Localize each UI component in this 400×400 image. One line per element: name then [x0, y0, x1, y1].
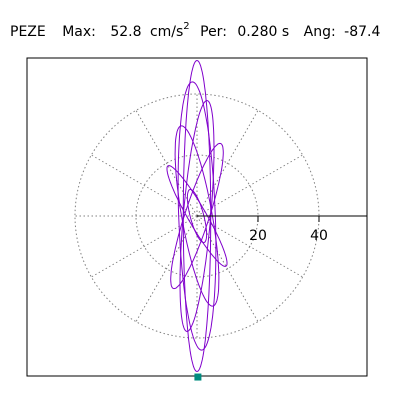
grid-spoke-300 — [196, 215, 259, 322]
grid-spoke-240 — [135, 215, 198, 322]
max-label: Max: — [62, 24, 96, 40]
particle-motion-trace — [166, 59, 228, 373]
period-value: 0.280 s — [237, 24, 290, 40]
angle-label: Ang: — [303, 24, 336, 40]
max-unit: cm/s2 — [150, 14, 190, 45]
max-unit-base: cm/s — [149, 24, 184, 40]
max-marker-layer — [194, 373, 202, 381]
max-amplitude-marker — [194, 373, 202, 381]
chart-header: PEZE Max: 52.8 cm/s2 Per: 0.280 s Ang: -… — [10, 14, 400, 40]
max-value: 52.8 — [110, 24, 142, 40]
trace-orbit-4 — [174, 125, 220, 307]
trace-orbit-6 — [177, 81, 217, 351]
tick-labels: 20 40 — [249, 228, 328, 244]
station-code: PEZE — [10, 24, 46, 40]
horizontal-axis — [197, 215, 367, 222]
grid-spoke-60 — [196, 110, 259, 217]
period-label: Per: — [200, 24, 227, 40]
trace-orbit-7 — [182, 59, 212, 373]
trace-orbit-2 — [166, 165, 228, 267]
trace-orbit-3 — [170, 142, 224, 290]
angle-value: -87.4 — [344, 24, 381, 40]
grid-spoke-120 — [135, 110, 198, 217]
tick-label-20: 20 — [249, 228, 267, 244]
trace-orbit-5 — [179, 99, 215, 333]
tick-label-40: 40 — [310, 228, 328, 244]
max-unit-exponent: 2 — [183, 21, 190, 32]
